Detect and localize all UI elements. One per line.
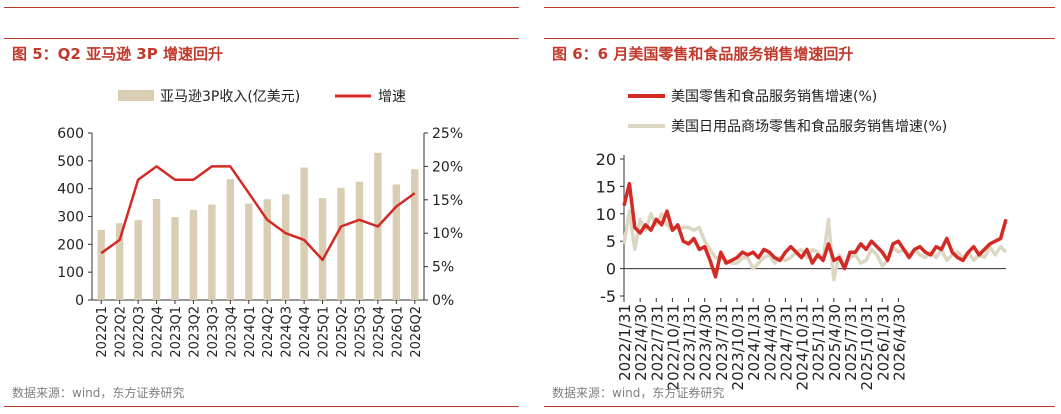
x-tick-label: 2026/4/30 bbox=[890, 304, 908, 381]
x-tick-label: 2023/4/30 bbox=[697, 304, 715, 381]
x-tick-label: 2024Q4 bbox=[298, 306, 313, 358]
top-rule bbox=[544, 7, 1055, 8]
bar-revenue bbox=[337, 187, 345, 300]
bar-revenue bbox=[115, 223, 124, 300]
x-tick-label: 2024/10/31 bbox=[794, 304, 812, 390]
bar-revenue bbox=[281, 194, 290, 300]
x-tick-label: 2023Q1 bbox=[169, 306, 184, 358]
legend-label-revenue: 亚马逊3P收入(亿美元) bbox=[160, 89, 300, 105]
x-tick-label: 2024/4/30 bbox=[761, 304, 779, 381]
top-rule bbox=[4, 7, 519, 8]
right-y-tick-label: 25% bbox=[432, 126, 463, 142]
x-tick-label: 2025Q2 bbox=[335, 306, 350, 358]
x-tick-label: 2026/1/31 bbox=[874, 304, 892, 381]
data-source-note: 数据来源：wind，东方证券研究 bbox=[12, 386, 185, 400]
bar-revenue bbox=[152, 198, 161, 300]
left-y-tick-label: 300 bbox=[57, 210, 84, 226]
line-general-merchandise bbox=[622, 209, 1008, 282]
revenue-growth-chart: 亚马逊3P收入(亿美元) 增速 0 100 200 300 400 500 600 0% 5% 10%… bbox=[57, 89, 463, 358]
right-y-tick-label: 0% bbox=[432, 293, 454, 309]
y-tick-label: 10 bbox=[596, 205, 616, 224]
bar-revenue bbox=[208, 204, 216, 300]
x-tick-label: 2022/10/31 bbox=[664, 304, 682, 390]
title-rule bbox=[4, 38, 519, 39]
x-tick-label: 2022Q4 bbox=[151, 306, 166, 358]
legend-label-general-merch: 美国日用品商场零售和食品服务销售增速(%) bbox=[671, 118, 947, 135]
bar-revenue bbox=[392, 184, 401, 300]
right-y-tick-label: 5% bbox=[432, 260, 454, 276]
left-y-tick-label: 200 bbox=[57, 237, 84, 253]
x-tick-label: 2024Q2 bbox=[261, 306, 276, 358]
legend-label-growth: 增速 bbox=[378, 89, 406, 105]
legend-swatch-revenue bbox=[118, 90, 154, 101]
x-tick-label: 2022Q2 bbox=[114, 306, 129, 358]
bar-revenue bbox=[97, 229, 105, 300]
x-tick-label: 2024/1/31 bbox=[745, 304, 763, 381]
left-y-tick-label: 500 bbox=[57, 154, 84, 170]
x-tick-label: 2023/1/31 bbox=[681, 304, 699, 381]
bar-revenue bbox=[245, 203, 253, 300]
bar-revenue bbox=[355, 181, 364, 300]
bar-revenue bbox=[300, 167, 308, 300]
x-tick-label: 2026Q1 bbox=[390, 306, 405, 358]
x-tick-label: 2025/1/31 bbox=[810, 304, 828, 381]
x-tick-label: 2022/4/30 bbox=[632, 304, 650, 381]
x-tick-label: 2025Q1 bbox=[317, 306, 332, 358]
retail-sales-growth-chart: 美国零售和食品服务销售增速(%) 美国日用品商场零售和食品服务销售增速(%) 20 1… bbox=[596, 88, 1008, 390]
left-y-tick-label: 400 bbox=[57, 182, 84, 198]
bar-revenue bbox=[189, 209, 198, 300]
right-figure-panel: 图 6：6 月美国零售和食品服务销售增速回升 美国零售和食品服务销售增速(%) 美… bbox=[540, 0, 1061, 414]
line-growth bbox=[100, 165, 416, 262]
left-y-tick-label: 0 bbox=[75, 293, 84, 309]
y-tick-label: 20 bbox=[596, 150, 616, 169]
x-tick-label: 2026Q2 bbox=[409, 306, 424, 358]
bar-revenue bbox=[171, 217, 179, 300]
line-retail-food-services bbox=[622, 181, 1008, 279]
y-tick-label: 0 bbox=[606, 260, 616, 279]
title-rule bbox=[544, 38, 1055, 39]
bar-revenue bbox=[411, 169, 419, 300]
bottom-rule bbox=[544, 406, 1055, 407]
x-tick-label: 2023Q2 bbox=[187, 306, 202, 358]
left-figure-panel: 图 5：Q2 亚马逊 3P 增速回升 亚马逊3P收入(亿美元) 增速 0 100 200… bbox=[0, 0, 525, 414]
x-tick-label: 2022/1/31 bbox=[616, 304, 634, 381]
bar-revenue bbox=[134, 220, 142, 300]
data-source-note: 数据来源：wind，东方证券研究 bbox=[552, 386, 725, 400]
x-tick-label: 2025Q4 bbox=[372, 306, 387, 358]
y-tick-label: -5 bbox=[600, 287, 616, 306]
x-tick-label: 2025/4/30 bbox=[826, 304, 844, 381]
legend-label-retail: 美国零售和食品服务销售增速(%) bbox=[671, 88, 877, 105]
right-y-tick-label: 15% bbox=[432, 193, 463, 209]
left-y-tick-label: 600 bbox=[57, 126, 84, 142]
x-tick-label: 2025/10/31 bbox=[858, 304, 876, 390]
x-tick-label: 2024Q3 bbox=[280, 306, 295, 358]
right-y-tick-label: 20% bbox=[432, 159, 463, 175]
right-y-tick-label: 10% bbox=[432, 226, 463, 242]
x-tick-label: 2025Q3 bbox=[353, 306, 368, 358]
bar-revenue bbox=[318, 198, 327, 300]
x-tick-label: 2022/7/31 bbox=[648, 304, 666, 381]
x-tick-label: 2024Q1 bbox=[243, 306, 258, 358]
x-tick-label: 2023Q3 bbox=[206, 306, 221, 358]
bar-revenue bbox=[263, 199, 271, 300]
figure-title: 图 6：6 月美国零售和食品服务销售增速回升 bbox=[552, 45, 854, 63]
figure-title: 图 5：Q2 亚马逊 3P 增速回升 bbox=[12, 45, 223, 63]
x-tick-label: 2022Q1 bbox=[95, 306, 110, 358]
x-tick-label: 2023/10/31 bbox=[729, 304, 747, 390]
x-tick-label: 2024/7/31 bbox=[777, 304, 795, 381]
x-tick-label: 2023Q4 bbox=[224, 306, 239, 358]
x-tick-label: 2023/7/31 bbox=[713, 304, 731, 381]
x-tick-label: 2022Q3 bbox=[132, 306, 147, 358]
left-y-tick-label: 100 bbox=[57, 265, 84, 281]
bar-revenue bbox=[226, 179, 235, 300]
y-tick-label: 5 bbox=[606, 232, 616, 251]
x-tick-label: 2025/7/31 bbox=[842, 304, 860, 381]
bottom-rule bbox=[4, 406, 519, 407]
y-tick-label: 15 bbox=[596, 177, 616, 196]
